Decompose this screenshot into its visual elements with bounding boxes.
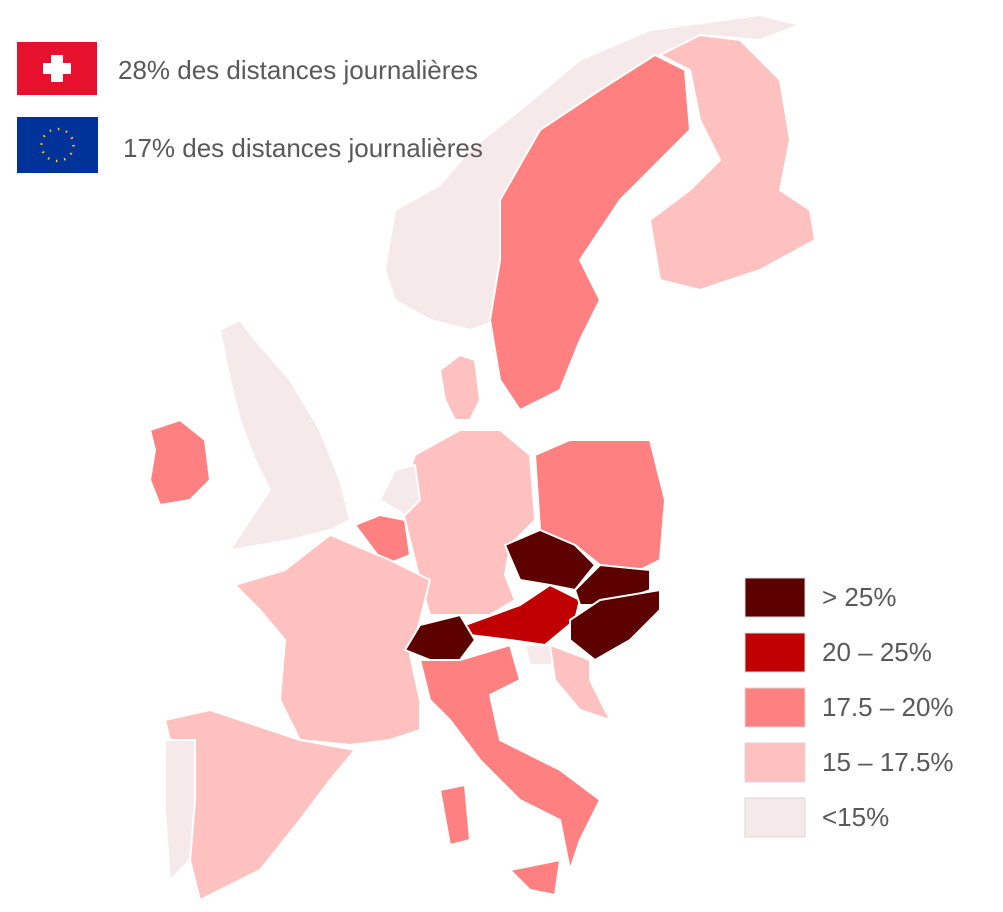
italy xyxy=(419,644,601,871)
sardinia xyxy=(439,784,471,846)
eu-flag xyxy=(17,117,98,173)
portugal xyxy=(164,739,196,881)
header-line: 28% des distances journalières xyxy=(118,55,478,85)
swiss-flag xyxy=(17,42,97,95)
countries xyxy=(149,14,816,901)
legend-swatch xyxy=(744,797,806,838)
switzerland xyxy=(404,614,476,661)
germany xyxy=(399,429,536,616)
legend-label: 15 – 17.5% xyxy=(822,747,954,777)
legend: > 25% 20 – 25% 17.5 – 20% 15 – 17.5% <15% xyxy=(744,577,954,838)
header-line: 17% des distances journalières xyxy=(123,133,483,163)
hungary xyxy=(569,589,661,661)
legend-swatch xyxy=(744,687,806,728)
legend-label: <15% xyxy=(822,802,889,832)
legend-swatch xyxy=(744,577,806,618)
ireland xyxy=(149,419,211,506)
legend-swatch xyxy=(744,632,806,673)
finland xyxy=(649,34,816,291)
denmark xyxy=(439,354,481,421)
legend-swatch xyxy=(744,742,806,783)
croatia xyxy=(549,644,611,721)
legend-label: 17.5 – 20% xyxy=(822,692,954,722)
legend-label: 20 – 25% xyxy=(822,637,932,667)
netherlands xyxy=(379,464,421,516)
sweden xyxy=(489,54,691,411)
sicily xyxy=(509,859,561,896)
united-kingdom xyxy=(219,319,351,551)
france xyxy=(234,534,431,746)
legend-label: > 25% xyxy=(822,582,896,612)
czechia xyxy=(504,529,596,591)
